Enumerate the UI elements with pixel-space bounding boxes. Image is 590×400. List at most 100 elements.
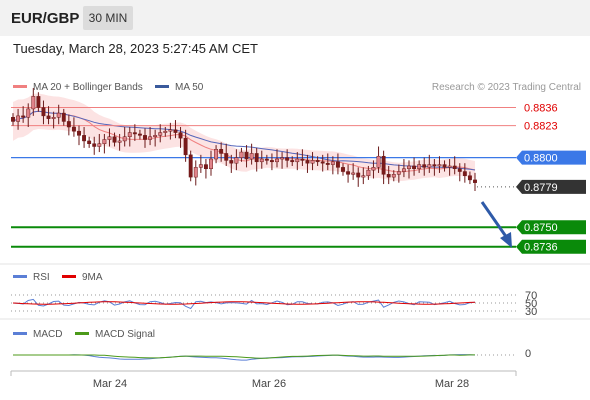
candle-body: [325, 162, 330, 165]
candle-body: [229, 160, 234, 164]
candle-body: [16, 115, 21, 122]
candle-body: [77, 130, 81, 136]
macd-line: [13, 354, 476, 361]
ma50-level-tag: [516, 150, 586, 165]
timeframe-button[interactable]: 30 MIN: [83, 6, 133, 30]
candle-body: [56, 112, 61, 118]
candle-body: [412, 165, 417, 170]
rsi-legend-label: 9MA: [82, 272, 103, 283]
top-bar: EUR/GBP 30 MIN: [0, 0, 590, 36]
target-tag: [516, 239, 586, 254]
legend-swatch: [13, 85, 27, 88]
candle-body: [295, 158, 300, 163]
macd-legend-swatch: [75, 332, 89, 335]
rsi-legend-label: RSI: [33, 272, 50, 283]
rsi-ma-line: [12, 301, 476, 305]
timestamp: Tuesday, March 28, 2023 5:27:45 AM CET: [13, 41, 258, 56]
candle-body: [427, 164, 432, 168]
candle-body: [346, 171, 351, 175]
candle-body: [92, 143, 97, 147]
candle-body: [198, 164, 203, 168]
candle-body: [366, 169, 371, 176]
candle-body: [407, 165, 411, 170]
x-tick-label: Mar 28: [435, 378, 469, 390]
macd-legend-label: MACD Signal: [95, 329, 155, 340]
candle-body: [275, 158, 279, 163]
candle-body: [305, 160, 310, 164]
candle-body: [153, 135, 158, 138]
candle-body: [457, 168, 462, 172]
candle-body: [320, 161, 325, 164]
candle-body: [376, 155, 381, 168]
candle-body: [330, 161, 335, 165]
candle-body: [244, 151, 249, 160]
candle-body: [132, 132, 137, 135]
candle-body: [356, 172, 361, 178]
candle-body: [300, 158, 305, 161]
candle-body: [371, 167, 376, 171]
legend-label: MA 20 + Bollinger Bands: [33, 82, 143, 93]
candle-body: [290, 160, 295, 163]
candle-body: [234, 157, 239, 164]
candle-body: [422, 164, 427, 168]
candle-body: [437, 164, 442, 167]
symbol-title: EUR/GBP: [11, 10, 80, 27]
candle-body: [178, 132, 183, 139]
candle-body: [280, 157, 285, 160]
macd-signal-line: [13, 354, 475, 359]
candle-body: [214, 149, 219, 160]
candle-body: [269, 160, 274, 163]
rsi-legend-swatch: [62, 275, 76, 278]
candle-body: [442, 164, 447, 168]
resistance-label: 0.8836: [524, 103, 558, 115]
candle-body: [36, 96, 41, 108]
candle-body: [107, 136, 112, 140]
candle-body: [193, 167, 198, 178]
candle-body: [467, 175, 472, 181]
candle-body: [203, 164, 208, 170]
macd-legend-swatch: [13, 332, 27, 335]
x-tick-label: Mar 24: [93, 378, 127, 390]
candle-body: [396, 171, 401, 175]
candle-body: [315, 160, 320, 163]
candle-body: [351, 172, 356, 175]
candle-body: [158, 132, 163, 136]
candle-body: [127, 132, 132, 137]
candle-body: [259, 158, 264, 163]
candle-body: [137, 133, 142, 136]
candle-body: [61, 112, 66, 122]
candle-body: [183, 137, 188, 156]
candle-body: [173, 129, 178, 133]
candle-body: [239, 151, 244, 158]
candle-body: [11, 117, 15, 122]
candle-body: [26, 108, 31, 118]
forecast-arrowhead: [500, 232, 512, 248]
candle-body: [310, 160, 315, 164]
rsi-line: [12, 298, 476, 310]
legend-label: MA 50: [175, 82, 204, 93]
candle-body: [254, 153, 259, 163]
candle-body: [462, 171, 467, 176]
candle-body: [97, 143, 102, 147]
candle-body: [41, 107, 46, 117]
forecast-arrow: [480, 201, 509, 239]
candle-body: [249, 153, 254, 160]
candle-body: [46, 115, 51, 119]
last-price-label: 0.8779: [524, 182, 558, 194]
candle-body: [31, 96, 36, 110]
candle-body: [285, 157, 290, 161]
candle-body: [66, 121, 71, 128]
candle-body: [148, 136, 153, 140]
candle-body: [361, 175, 366, 178]
candle-body: [209, 158, 213, 170]
legend-swatch: [155, 85, 169, 88]
candle-body: [143, 135, 147, 140]
candle-body: [473, 179, 477, 183]
candle-body: [401, 168, 406, 172]
candle-body: [21, 115, 26, 118]
rsi-tick-label: 30: [525, 306, 537, 318]
candle-body: [188, 154, 193, 178]
candle-body: [71, 126, 76, 132]
target-label: 0.8750: [524, 222, 558, 234]
